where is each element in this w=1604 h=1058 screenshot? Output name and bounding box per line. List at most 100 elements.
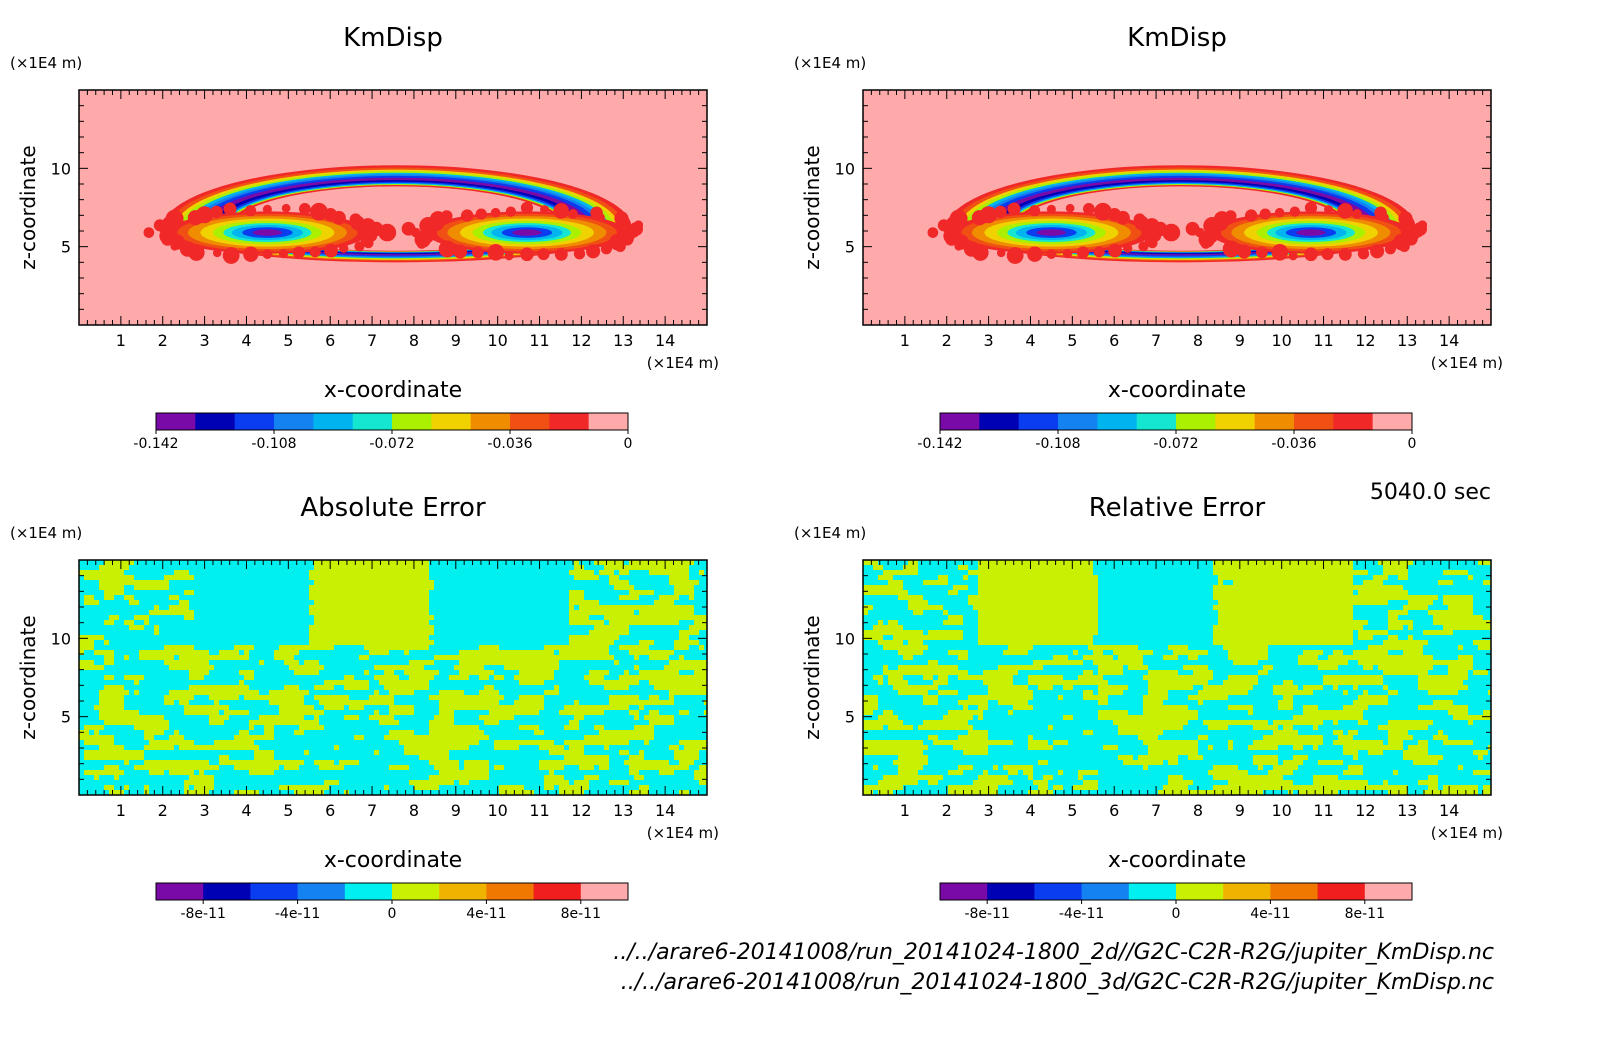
noise-cell <box>349 680 354 685</box>
noise-cell <box>474 660 479 665</box>
noise-cell <box>1403 665 1408 670</box>
noise-cell <box>284 760 289 765</box>
noise-cell <box>993 590 998 595</box>
noise-cell <box>409 620 414 625</box>
noise-cell <box>1218 615 1223 620</box>
noise-cell <box>459 655 464 660</box>
noise-cell <box>973 595 978 600</box>
noise-cell <box>1473 615 1478 620</box>
noise-cell <box>993 615 998 620</box>
noise-cell <box>664 765 669 770</box>
noise-cell <box>354 700 359 705</box>
noise-cell <box>1373 645 1378 650</box>
noise-cell <box>444 705 449 710</box>
noise-cell <box>159 580 164 585</box>
noise-cell <box>1368 655 1373 660</box>
noise-cell <box>1073 610 1078 615</box>
noise-cell <box>249 675 254 680</box>
noise-cell <box>379 640 384 645</box>
noise-cell <box>674 755 679 760</box>
noise-cell <box>389 630 394 635</box>
noise-cell <box>1468 600 1473 605</box>
noise-cell <box>1258 585 1263 590</box>
noise-cell <box>209 665 214 670</box>
noise-cell <box>484 695 489 700</box>
noise-cell <box>1228 635 1233 640</box>
noise-cell <box>1263 635 1268 640</box>
noise-cell <box>189 670 194 675</box>
noise-cell <box>1408 635 1413 640</box>
noise-cell <box>1028 570 1033 575</box>
noise-cell <box>429 695 434 700</box>
noise-cell <box>1188 650 1193 655</box>
noise-cell <box>569 755 574 760</box>
noise-cell <box>679 660 684 665</box>
noise-cell <box>669 565 674 570</box>
noise-cell <box>1008 635 1013 640</box>
noise-cell <box>1238 645 1243 650</box>
noise-cell <box>514 745 519 750</box>
noise-cell <box>1243 610 1248 615</box>
noise-cell <box>694 675 699 680</box>
noise-cell <box>953 590 958 595</box>
noise-cell <box>414 750 419 755</box>
noise-cell <box>888 580 893 585</box>
noise-cell <box>1263 565 1268 570</box>
noise-cell <box>1033 570 1038 575</box>
noise-cell <box>84 740 89 745</box>
noise-cell <box>664 675 669 680</box>
noise-cell <box>174 575 179 580</box>
noise-cell <box>1263 620 1268 625</box>
noise-cell <box>264 750 269 755</box>
noise-cell <box>199 705 204 710</box>
noise-cell <box>399 635 404 640</box>
noise-cell <box>624 680 629 685</box>
noise-cell <box>684 745 689 750</box>
noise-cell <box>1058 610 1063 615</box>
noise-cell <box>249 720 254 725</box>
noise-cell <box>119 705 124 710</box>
noise-cell <box>254 765 259 770</box>
noise-cell <box>684 570 689 575</box>
noise-cell <box>154 765 159 770</box>
noise-cell <box>988 670 993 675</box>
colorbar-swatch <box>1019 413 1059 430</box>
noise-cell <box>1033 575 1038 580</box>
noise-cell <box>669 580 674 585</box>
noise-cell <box>634 725 639 730</box>
noise-cell <box>384 575 389 580</box>
noise-cell <box>1063 610 1068 615</box>
noise-cell <box>1148 650 1153 655</box>
noise-cell <box>679 675 684 680</box>
noise-cell <box>674 745 679 750</box>
noise-cell <box>484 775 489 780</box>
noise-cell <box>469 660 474 665</box>
noise-cell <box>1298 585 1303 590</box>
noise-cell <box>659 655 664 660</box>
noise-cell <box>469 670 474 675</box>
noise-cell <box>434 740 439 745</box>
noise-cell <box>873 630 878 635</box>
noise-cell <box>479 670 484 675</box>
noise-cell <box>544 740 549 745</box>
chart-title: Relative Error <box>1089 493 1266 523</box>
noise-cell <box>224 745 229 750</box>
noise-cell <box>389 610 394 615</box>
noise-cell <box>1348 585 1353 590</box>
noise-cell <box>169 660 174 665</box>
noise-cell <box>988 625 993 630</box>
noise-cell <box>384 720 389 725</box>
noise-cell <box>689 740 694 745</box>
noise-cell <box>334 585 339 590</box>
noise-cell <box>409 610 414 615</box>
noise-cell <box>878 565 883 570</box>
noise-cell <box>154 580 159 585</box>
x-axis-label: x-coordinate <box>324 378 462 403</box>
noise-cell <box>534 705 539 710</box>
noise-cell <box>903 655 908 660</box>
noise-cell <box>109 745 114 750</box>
noise-cell <box>978 600 983 605</box>
noise-cell <box>189 650 194 655</box>
noise-cell <box>244 695 249 700</box>
noise-cell <box>579 650 584 655</box>
